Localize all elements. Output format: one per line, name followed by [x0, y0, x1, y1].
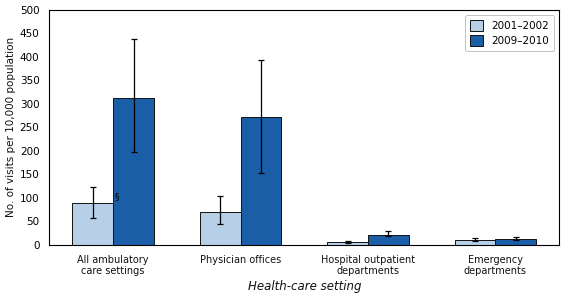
Text: §: §	[115, 192, 119, 201]
Bar	[455, 240, 496, 245]
X-axis label: Health-care setting: Health-care setting	[247, 280, 361, 293]
Bar	[241, 117, 281, 245]
Y-axis label: No. of visits per 10,000 population: No. of visits per 10,000 population	[6, 37, 16, 217]
Bar	[327, 242, 368, 245]
Bar	[496, 239, 536, 245]
Bar	[200, 212, 241, 245]
Bar	[113, 98, 154, 245]
Bar	[72, 203, 113, 245]
Legend: 2001–2002, 2009–2010: 2001–2002, 2009–2010	[465, 15, 554, 51]
Bar	[368, 235, 409, 245]
